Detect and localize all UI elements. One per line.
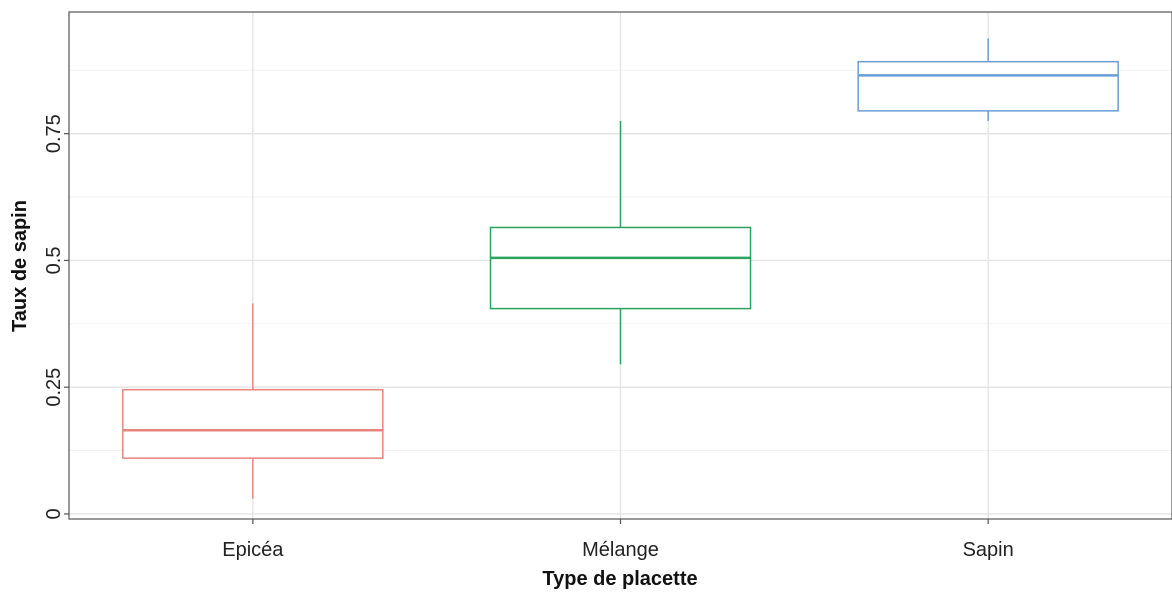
y-tick-label: 0 <box>43 508 65 519</box>
ticks: 0 0.25 0.5 0.75 Epicéa Mélange Sapin <box>43 114 1014 561</box>
box-1 <box>122 303 384 499</box>
y-tick-label: 0.75 <box>43 114 65 153</box>
boxes <box>122 38 1119 499</box>
y-axis-title: Taux de sapin <box>9 200 31 332</box>
x-tick-label: Mélange <box>582 539 659 561</box>
x-axis-title: Type de placette <box>542 568 697 590</box>
box-3 <box>857 38 1119 122</box>
x-tick-label: Sapin <box>963 539 1014 561</box>
x-tick-label: Epicéa <box>222 539 284 561</box>
box-2 <box>489 121 752 365</box>
y-tick-label: 0.5 <box>43 247 65 275</box>
box-iqr <box>857 60 1119 112</box>
y-tick-label: 0.25 <box>43 368 65 407</box>
box-iqr <box>489 226 752 310</box>
box-iqr <box>122 388 384 459</box>
